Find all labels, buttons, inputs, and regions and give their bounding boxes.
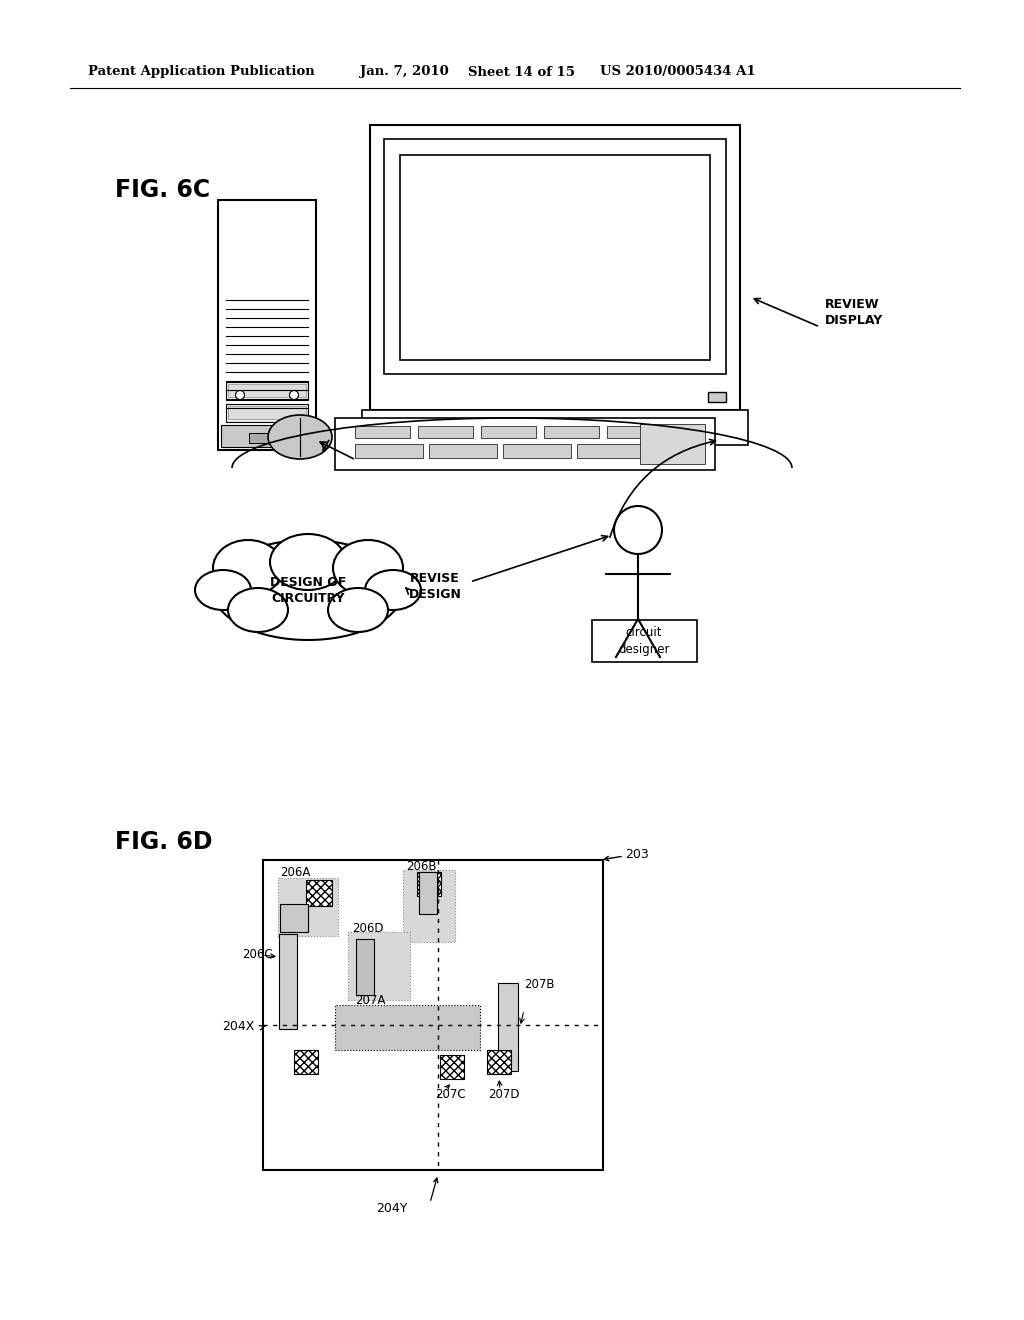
Bar — [384, 139, 726, 374]
Bar — [498, 983, 518, 1071]
Bar — [417, 873, 441, 896]
Bar — [228, 384, 306, 397]
Bar — [221, 425, 313, 447]
Ellipse shape — [213, 540, 283, 597]
Text: FIG. 6D: FIG. 6D — [115, 830, 213, 854]
Ellipse shape — [228, 587, 288, 632]
Ellipse shape — [333, 540, 403, 597]
Text: 204Y: 204Y — [376, 1201, 408, 1214]
Text: Jan. 7, 2010: Jan. 7, 2010 — [360, 66, 449, 78]
Ellipse shape — [213, 540, 403, 640]
Bar — [503, 444, 571, 458]
Bar — [429, 444, 497, 458]
Bar — [228, 407, 306, 418]
Bar — [592, 620, 697, 663]
Bar — [607, 426, 662, 438]
Text: FIG. 6C: FIG. 6C — [115, 178, 210, 202]
Bar — [370, 125, 740, 411]
Bar — [279, 935, 297, 1030]
Bar — [335, 418, 715, 470]
Bar — [263, 861, 603, 1170]
Bar — [249, 433, 285, 444]
Text: circuit
designer: circuit designer — [618, 627, 670, 656]
Bar — [226, 404, 308, 422]
Text: DESIGN OF
CIRCUITRY: DESIGN OF CIRCUITRY — [269, 576, 346, 605]
Text: 206A: 206A — [280, 866, 310, 879]
Bar — [481, 426, 536, 438]
Bar — [640, 424, 705, 465]
Ellipse shape — [328, 587, 388, 632]
Bar — [419, 873, 437, 913]
Ellipse shape — [270, 535, 346, 590]
Bar — [418, 426, 473, 438]
Bar — [577, 444, 645, 458]
Bar — [335, 1005, 480, 1049]
Text: 207C: 207C — [435, 1089, 466, 1101]
Bar — [226, 381, 308, 400]
Bar — [306, 880, 332, 906]
Bar — [544, 426, 599, 438]
Text: 207D: 207D — [488, 1089, 519, 1101]
Bar — [403, 870, 455, 942]
Bar — [362, 411, 748, 445]
Ellipse shape — [365, 570, 421, 610]
Text: 203: 203 — [625, 849, 649, 862]
Bar — [278, 878, 338, 936]
Text: Sheet 14 of 15: Sheet 14 of 15 — [468, 66, 575, 78]
Text: 204X: 204X — [222, 1020, 254, 1034]
Bar — [440, 1055, 464, 1078]
Text: 206C: 206C — [242, 949, 272, 961]
Circle shape — [290, 391, 299, 400]
Bar — [348, 932, 410, 1001]
Text: 206D: 206D — [352, 921, 384, 935]
Text: 207B: 207B — [524, 978, 555, 991]
Text: 207A: 207A — [355, 994, 385, 1007]
Bar — [487, 1049, 511, 1074]
Ellipse shape — [195, 570, 251, 610]
Text: 206B: 206B — [406, 859, 436, 873]
Text: REVIEW
DISPLAY: REVIEW DISPLAY — [825, 297, 884, 326]
Bar — [356, 939, 374, 995]
Bar — [218, 201, 316, 450]
Ellipse shape — [268, 414, 332, 459]
Bar — [280, 904, 308, 932]
Bar — [400, 154, 710, 360]
Bar — [355, 426, 410, 438]
Circle shape — [236, 391, 245, 400]
Bar — [355, 444, 423, 458]
Bar — [294, 1049, 318, 1074]
Bar — [708, 392, 726, 403]
Circle shape — [614, 506, 662, 554]
Text: Patent Application Publication: Patent Application Publication — [88, 66, 314, 78]
Text: REVISE
DESIGN: REVISE DESIGN — [409, 573, 462, 602]
Text: US 2010/0005434 A1: US 2010/0005434 A1 — [600, 66, 756, 78]
